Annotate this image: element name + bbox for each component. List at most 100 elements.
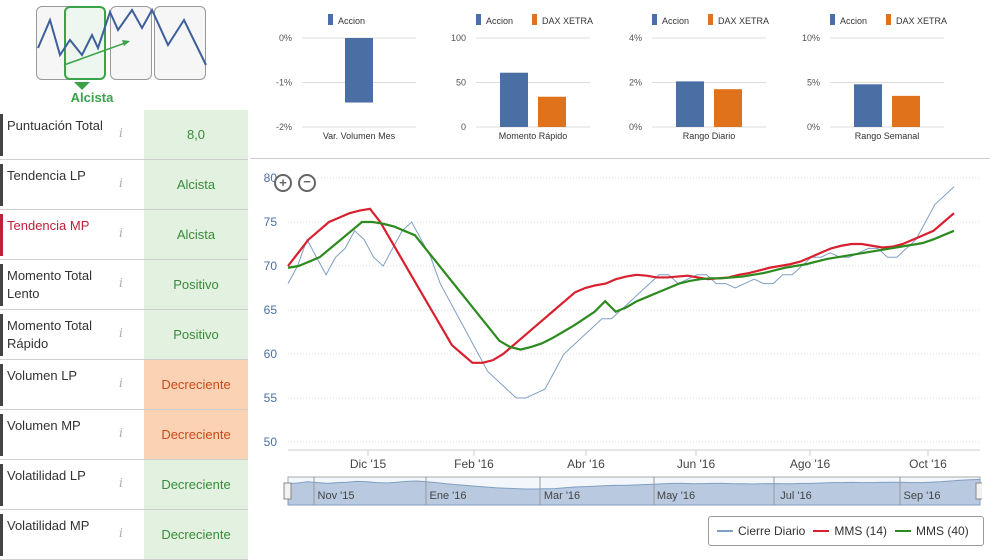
price-chart: 80 75 70 65 60 55 50 Dic '15 Feb '16 Abr '16 Jun '… (264, 171, 982, 506)
row-accent-bar (0, 214, 3, 256)
y-tick-label: 0% (807, 122, 820, 132)
legend-swatch (532, 14, 537, 25)
info-icon[interactable]: i (119, 426, 123, 440)
info-icon[interactable]: i (119, 476, 123, 490)
row-label: Puntuación Total (7, 118, 103, 133)
zoom-in-icon[interactable]: + (274, 174, 292, 192)
zoom-out-icon[interactable]: − (298, 174, 316, 192)
legend-swatch (652, 14, 657, 25)
bar-accion[interactable] (854, 84, 882, 127)
bar-dax[interactable] (714, 89, 742, 127)
x-tick-label: Feb '16 (454, 457, 494, 471)
mini-chart-title: Var. Volumen Mes (323, 131, 396, 141)
info-icon[interactable]: i (119, 326, 123, 340)
legend-swatch (476, 14, 481, 25)
row-label: Momento Total Rápido (7, 318, 93, 351)
legend-label: DAX XETRA (896, 16, 947, 26)
navigator-area (287, 478, 981, 506)
x-tick-label: Dic '15 (350, 457, 387, 471)
indicator-row: Volumen MP i Decreciente (0, 410, 248, 460)
bar-accion[interactable] (345, 38, 373, 103)
legend-swatch (328, 14, 333, 25)
mini-chart-svg: Accion DAX XETRA 4% 2% 0% Rango Diario (629, 14, 769, 141)
info-icon[interactable]: i (119, 276, 123, 290)
section-divider (250, 158, 990, 159)
x-tick-label: Ago '16 (790, 457, 831, 471)
legend-swatch (830, 14, 835, 25)
row-value: Decreciente (144, 410, 248, 459)
row-label: Volumen LP (7, 368, 78, 383)
legend-mms14-swatch (813, 530, 830, 532)
legend-mms40-swatch (895, 530, 912, 532)
mini-chart: Accion DAX XETRA 10% 5% 0% Rango Semanal (790, 0, 960, 150)
row-accent-bar (0, 364, 3, 406)
info-icon[interactable]: i (119, 226, 123, 240)
legend-label: Accion (486, 16, 513, 26)
mini-chart-title: Rango Diario (683, 131, 736, 141)
y-tick-label: 60 (264, 347, 278, 361)
navigator-handle-left[interactable] (283, 482, 292, 500)
mini-chart: Accion DAX XETRA 4% 2% 0% Rango Diario (612, 0, 782, 150)
row-value: Decreciente (144, 510, 248, 559)
bar-accion[interactable] (676, 81, 704, 127)
navigator-handle-right[interactable] (975, 482, 982, 500)
legend-swatch (886, 14, 891, 25)
bar-accion[interactable] (500, 72, 528, 127)
y-tick-label: 4% (629, 33, 642, 43)
row-label: Momento Total Lento (7, 268, 93, 301)
legend-swatch (708, 14, 713, 25)
series-line-2[interactable] (287, 220, 955, 351)
indicator-row: Tendencia LP i Alcista (0, 160, 248, 210)
legend-label: DAX XETRA (718, 16, 769, 26)
series-line-1[interactable] (287, 207, 955, 364)
mini-chart-title: Momento Rápido (499, 131, 568, 141)
row-value: Alcista (144, 160, 248, 209)
y-tick-label: 65 (264, 303, 278, 317)
legend-cierre[interactable]: Cierre Diario (717, 524, 805, 538)
trend-tile-down-2[interactable] (154, 6, 206, 80)
series-line-0[interactable] (287, 186, 955, 399)
bar-dax[interactable] (538, 96, 566, 127)
row-accent-bar (0, 464, 3, 506)
y-tick-label: 0 (461, 122, 466, 132)
y-tick-label: 2% (629, 78, 642, 88)
navigator-label: Ene '16 (430, 490, 467, 502)
y-tick-label: 50 (456, 78, 466, 88)
row-value: Decreciente (144, 360, 248, 409)
mini-chart-svg: Accion DAX XETRA 100 50 0 Momento Rápido (451, 14, 593, 141)
indicator-row: Tendencia MP i Alcista (0, 210, 248, 260)
navigator-label: Jul '16 (780, 490, 811, 502)
legend-cierre-label: Cierre Diario (738, 524, 806, 538)
indicator-row: Volatilidad MP i Decreciente (0, 510, 248, 560)
info-icon[interactable]: i (119, 526, 123, 540)
row-value: Positivo (144, 260, 248, 309)
indicator-row: Momento Total Lento i Positivo (0, 260, 248, 310)
legend-mms40[interactable]: MMS (40) (895, 524, 969, 538)
legend-cierre-swatch (717, 530, 733, 532)
indicator-row: Volatilidad LP i Decreciente (0, 460, 248, 510)
mini-chart-svg: Accion DAX XETRA 10% 5% 0% Rango Semanal (802, 14, 947, 141)
x-tick-label: Jun '16 (677, 457, 716, 471)
info-icon[interactable]: i (119, 126, 123, 140)
info-icon[interactable]: i (119, 376, 123, 390)
row-accent-bar (0, 314, 3, 356)
info-icon[interactable]: i (119, 176, 123, 190)
legend-mms40-label: MMS (40) (916, 524, 969, 538)
legend-label: Accion (662, 16, 689, 26)
y-tick-label: 50 (264, 435, 278, 449)
row-value: Alcista (144, 210, 248, 259)
bar-dax[interactable] (892, 95, 920, 127)
y-tick-label: 80 (264, 171, 278, 185)
trend-sparkline-icon (37, 7, 207, 90)
row-value: Positivo (144, 310, 248, 359)
y-tick-label: 70 (264, 259, 278, 273)
trend-tile-side[interactable] (110, 6, 152, 80)
legend-mms14[interactable]: MMS (14) (813, 524, 887, 538)
x-tick-label: Oct '16 (909, 457, 947, 471)
y-tick-label: -1% (276, 78, 292, 88)
row-accent-bar (0, 164, 3, 206)
indicator-row: Volumen LP i Decreciente (0, 360, 248, 410)
row-label: Volatilidad LP (7, 468, 86, 483)
x-tick-label: Abr '16 (567, 457, 605, 471)
trend-label: Alcista (70, 90, 114, 105)
